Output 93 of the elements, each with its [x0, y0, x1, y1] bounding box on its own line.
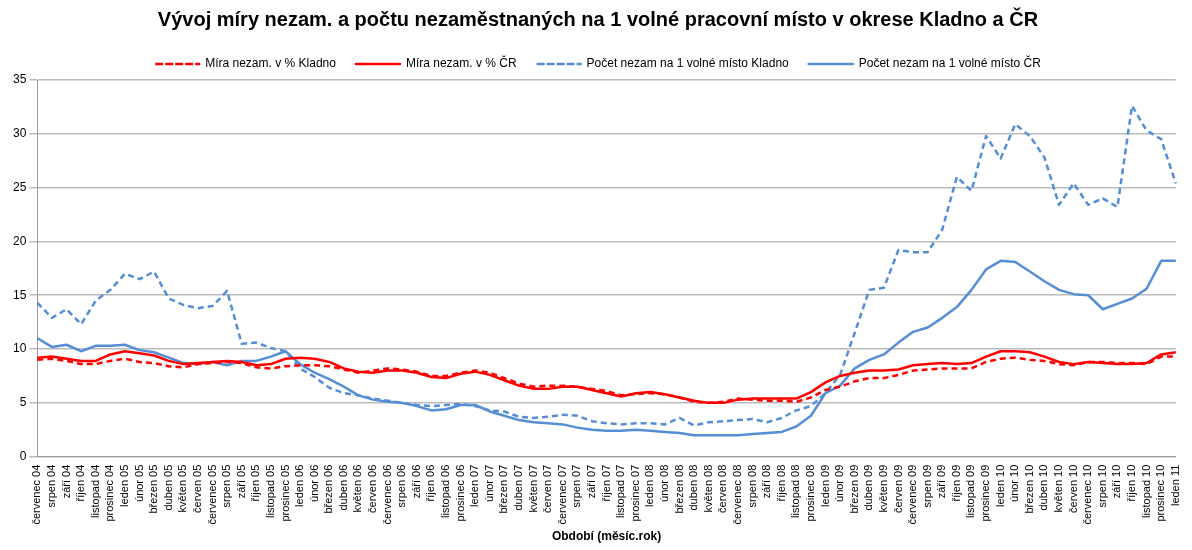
y-tick-label: 10 [12, 341, 27, 356]
legend-label: Míra nezam. v % Kladno [205, 56, 337, 71]
x-tick-label: leden 11 [1168, 464, 1181, 507]
x-tick-label: březen 09 [847, 464, 860, 514]
x-tick-label: srpen 06 [395, 464, 408, 508]
x-tick-label: červenec 04 [30, 464, 43, 525]
x-tick-label: únor 06 [307, 464, 320, 502]
x-tick-label: únor 10 [1008, 464, 1021, 502]
x-tick-label: březen 08 [672, 464, 685, 514]
x-tick-label: říjen 04 [74, 464, 87, 502]
x-tick-label: říjen 06 [424, 464, 437, 502]
x-tick-label: leden 10 [993, 464, 1006, 507]
x-tick-label: červenec 10 [1081, 464, 1094, 525]
x-tick-label: prosinec 06 [453, 464, 466, 522]
x-tick-label: duben 08 [687, 464, 700, 511]
y-tick-label: 30 [12, 126, 27, 141]
x-tick-label: červenec 06 [380, 464, 393, 525]
x-tick-label: červen 07 [541, 464, 554, 513]
x-tick-label: září 08 [760, 464, 773, 499]
x-tick-label: listopad 06 [439, 464, 452, 518]
x-tick-label: září 06 [409, 464, 422, 499]
x-tick-label: únor 05 [132, 464, 145, 502]
x-tick-label: březen 07 [497, 464, 510, 514]
x-tick-label: září 07 [585, 464, 598, 499]
y-tick-label: 5 [19, 395, 27, 410]
x-tick-label: únor 08 [657, 464, 670, 502]
x-tick-label: květen 10 [1052, 464, 1065, 513]
x-tick-label: srpen 07 [570, 464, 583, 508]
x-tick-label: srpen 04 [44, 464, 57, 508]
x-tick-label: září 04 [59, 464, 72, 499]
x-tick-label: srpen 10 [1095, 464, 1108, 508]
x-tick-label: květen 08 [701, 464, 714, 513]
x-tick-label: říjen 09 [949, 464, 962, 502]
x-tick-label: září 09 [935, 464, 948, 499]
x-tick-label: květen 06 [351, 464, 364, 513]
x-tick-label: listopad 08 [789, 464, 802, 518]
x-tick-label: srpen 09 [920, 464, 933, 508]
x-tick-label: leden 05 [117, 464, 130, 507]
x-tick-label: březen 10 [1022, 464, 1035, 514]
x-tick-label: prosinec 07 [628, 464, 641, 522]
x-tick-label: leden 06 [293, 464, 306, 507]
x-tick-label: duben 06 [336, 464, 349, 511]
x-tick-label: leden 08 [643, 464, 656, 507]
x-tick-label: červenec 08 [730, 464, 743, 525]
y-tick-label: 35 [12, 72, 27, 87]
x-tick-label: červen 06 [366, 464, 379, 513]
x-tick-label: srpen 05 [220, 464, 233, 508]
x-tick-label: prosinec 04 [103, 464, 116, 522]
y-tick-label: 20 [12, 233, 27, 248]
x-tick-label: březen 06 [322, 464, 335, 514]
x-tick-label: červen 10 [1066, 464, 1079, 513]
x-tick-label: duben 05 [161, 464, 174, 511]
x-tick-label: listopad 04 [88, 464, 101, 518]
x-tick-label: březen 05 [147, 464, 160, 514]
x-tick-label: červen 05 [190, 464, 203, 513]
x-tick-label: červenec 07 [555, 464, 568, 525]
x-tick-label: duben 09 [862, 464, 875, 511]
x-tick-label: srpen 08 [745, 464, 758, 508]
x-tick-label: duben 10 [1037, 464, 1050, 511]
x-tick-label: prosinec 09 [979, 464, 992, 522]
x-tick-label: prosinec 10 [1154, 464, 1167, 522]
y-tick-label: 15 [12, 287, 27, 302]
x-tick-label: září 05 [234, 464, 247, 499]
y-tick-label: 25 [12, 179, 27, 194]
x-tick-label: květen 09 [876, 464, 889, 513]
x-tick-label: duben 07 [512, 464, 525, 511]
x-tick-label: listopad 07 [614, 464, 627, 518]
x-tick-label: květen 05 [176, 464, 189, 513]
legend-label: Počet nezam na 1 volné místo ČR [858, 55, 1042, 71]
x-tick-label: listopad 10 [1139, 464, 1152, 518]
x-tick-label: říjen 10 [1125, 464, 1138, 502]
x-tick-label: říjen 07 [599, 464, 612, 502]
x-tick-label: únor 07 [482, 464, 495, 502]
x-tick-label: prosinec 05 [278, 464, 291, 522]
x-tick-label: červen 08 [716, 464, 729, 513]
x-tick-label: prosinec 08 [803, 464, 816, 522]
x-tick-label: červenec 09 [906, 464, 919, 525]
y-tick-label: 0 [19, 448, 27, 463]
x-tick-label: listopad 05 [263, 464, 276, 518]
x-tick-label: říjen 08 [774, 464, 787, 502]
x-tick-label: únor 09 [833, 464, 846, 502]
x-tick-label: září 10 [1110, 464, 1123, 499]
x-tick-label: leden 07 [468, 464, 481, 507]
x-tick-label: červenec 05 [205, 464, 218, 525]
x-tick-label: květen 07 [526, 464, 539, 513]
x-axis-title: Období (měsíc.rok) [551, 529, 662, 544]
x-tick-label: říjen 05 [249, 464, 262, 502]
x-tick-label: listopad 09 [964, 464, 977, 518]
legend-label: Míra nezam. v % ČR [405, 55, 517, 71]
x-tick-label: leden 09 [818, 464, 831, 507]
chart-title: Vývoj míry nezam. a počtu nezaměstnaných na 1 volné pracovní místo v okrese Kladno a ČR [157, 6, 1039, 30]
legend-label: Počet nezam na 1 volné místo Kladno [586, 56, 790, 71]
x-tick-label: červen 09 [891, 464, 904, 513]
